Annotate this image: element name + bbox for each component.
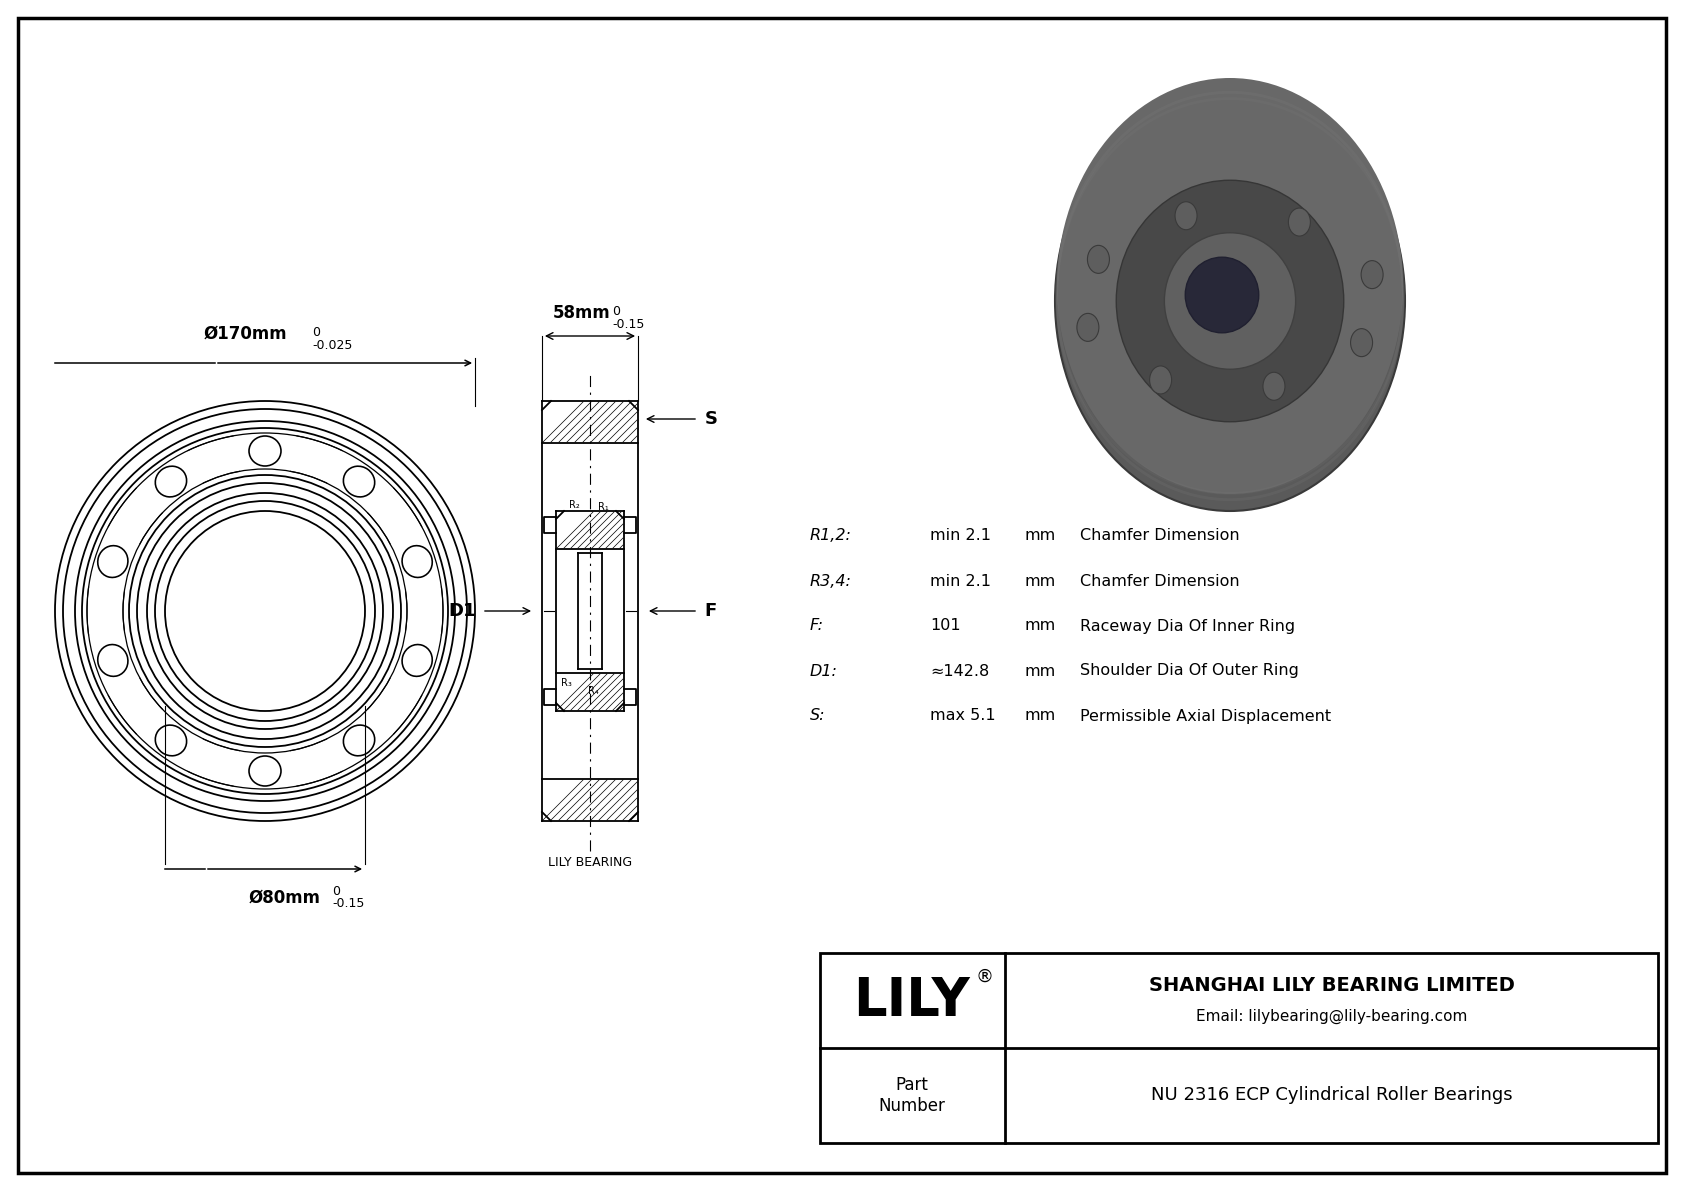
Text: mm: mm bbox=[1026, 618, 1056, 634]
Ellipse shape bbox=[1186, 257, 1258, 332]
Ellipse shape bbox=[1116, 180, 1344, 422]
Text: Permissible Axial Displacement: Permissible Axial Displacement bbox=[1079, 709, 1330, 723]
Ellipse shape bbox=[1054, 91, 1404, 511]
Text: -0.025: -0.025 bbox=[312, 339, 352, 353]
Ellipse shape bbox=[1263, 373, 1285, 400]
Text: 101: 101 bbox=[930, 618, 960, 634]
Ellipse shape bbox=[1088, 245, 1110, 274]
Ellipse shape bbox=[1164, 232, 1295, 369]
Text: -0.15: -0.15 bbox=[332, 897, 364, 910]
Text: 0: 0 bbox=[611, 305, 620, 318]
Text: R₁: R₁ bbox=[598, 501, 608, 512]
Text: D1: D1 bbox=[448, 601, 477, 621]
Text: R1,2:: R1,2: bbox=[810, 529, 852, 543]
Text: max 5.1: max 5.1 bbox=[930, 709, 995, 723]
Text: SHANGHAI LILY BEARING LIMITED: SHANGHAI LILY BEARING LIMITED bbox=[1148, 975, 1514, 994]
Text: R₂: R₂ bbox=[569, 500, 579, 510]
Bar bbox=[820, 953, 1659, 1143]
Text: NU 2316 ECP Cylindrical Roller Bearings: NU 2316 ECP Cylindrical Roller Bearings bbox=[1150, 1086, 1512, 1104]
Text: R₃: R₃ bbox=[561, 678, 573, 688]
Ellipse shape bbox=[1351, 329, 1372, 356]
Text: R3,4:: R3,4: bbox=[810, 574, 852, 588]
Ellipse shape bbox=[1175, 201, 1197, 230]
Text: S: S bbox=[706, 410, 717, 428]
Text: 58mm: 58mm bbox=[552, 304, 611, 322]
Text: mm: mm bbox=[1026, 574, 1056, 588]
Text: ®: ® bbox=[975, 967, 994, 985]
Text: mm: mm bbox=[1026, 529, 1056, 543]
Text: F: F bbox=[704, 601, 716, 621]
Text: Chamfer Dimension: Chamfer Dimension bbox=[1079, 574, 1239, 588]
Ellipse shape bbox=[1058, 77, 1403, 494]
Ellipse shape bbox=[1361, 261, 1383, 288]
Text: min 2.1: min 2.1 bbox=[930, 529, 990, 543]
Text: D1:: D1: bbox=[810, 663, 839, 679]
Text: -0.15: -0.15 bbox=[611, 318, 645, 331]
Text: mm: mm bbox=[1026, 663, 1056, 679]
Ellipse shape bbox=[1288, 208, 1310, 236]
Text: Shoulder Dia Of Outer Ring: Shoulder Dia Of Outer Ring bbox=[1079, 663, 1298, 679]
Text: Chamfer Dimension: Chamfer Dimension bbox=[1079, 529, 1239, 543]
Text: R₄: R₄ bbox=[588, 686, 600, 696]
Text: Ø80mm: Ø80mm bbox=[249, 888, 322, 908]
Text: ≈142.8: ≈142.8 bbox=[930, 663, 989, 679]
Text: F:: F: bbox=[810, 618, 823, 634]
Text: Email: lilybearing@lily-bearing.com: Email: lilybearing@lily-bearing.com bbox=[1196, 1009, 1467, 1024]
Text: Raceway Dia Of Inner Ring: Raceway Dia Of Inner Ring bbox=[1079, 618, 1295, 634]
Text: 0: 0 bbox=[312, 326, 320, 339]
Text: S:: S: bbox=[810, 709, 825, 723]
Text: mm: mm bbox=[1026, 709, 1056, 723]
Ellipse shape bbox=[1076, 313, 1100, 342]
Text: Part
Number: Part Number bbox=[879, 1077, 945, 1115]
Text: LILY BEARING: LILY BEARING bbox=[547, 856, 632, 869]
Text: 0: 0 bbox=[332, 885, 340, 898]
Text: Ø170mm: Ø170mm bbox=[204, 325, 286, 343]
Ellipse shape bbox=[1150, 366, 1172, 394]
Text: LILY: LILY bbox=[854, 974, 970, 1027]
Text: min 2.1: min 2.1 bbox=[930, 574, 990, 588]
